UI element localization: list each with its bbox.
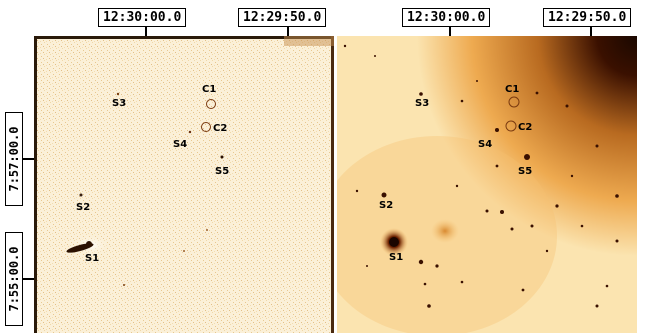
label-s2: S2 [76,202,90,213]
ra-label-right-1: 12:30:00.0 [402,8,491,27]
left-image: C1 C2 S3 S4 S5 S2 S1 [34,36,334,333]
right-image: C1 C2 S3 S4 S5 S2 S1 [337,36,637,333]
s2-source [381,192,387,198]
ra-tick [287,27,289,37]
ra-tick [590,27,592,37]
label-c2: C2 [213,123,227,134]
s4-source [495,128,499,132]
label-s4: S4 [173,139,187,150]
ra-tick [449,27,451,37]
label-s3: S3 [112,98,126,109]
dec-tick [22,278,34,280]
s5-source [220,155,224,159]
label-s4: S4 [478,139,492,150]
label-c1: C1 [202,84,216,95]
s4-source [188,130,192,134]
s3-source [116,92,120,96]
ra-label-left-1: 12:30:00.0 [98,8,187,27]
label-c2: C2 [518,122,532,133]
dec-label-1: 7:57:00.0 [5,112,23,206]
ra-label-right-2: 12:29:50.0 [543,8,632,27]
dec-label-2: 7:55:00.0 [5,232,23,326]
s5-source [524,154,530,160]
ra-tick [145,27,147,37]
diffuse-blob [431,219,459,243]
c1-marker [206,99,216,109]
label-s5: S5 [215,166,229,177]
left-image-panel: C1 C2 S3 S4 S5 S2 S1 [34,36,334,333]
label-s2: S2 [379,200,393,211]
label-s3: S3 [415,98,429,109]
s2-source [79,193,83,197]
ra-label-left-2: 12:29:50.0 [238,8,327,27]
c2-marker [201,122,211,132]
right-image-panel: C1 C2 S3 S4 S5 S2 S1 [337,36,637,333]
label-s1: S1 [389,252,403,263]
dec-tick [22,158,34,160]
label-s5: S5 [518,166,532,177]
label-s1: S1 [85,253,99,264]
s3-source [419,92,423,96]
label-c1: C1 [505,84,519,95]
c2-marker [505,120,517,132]
c1-marker [508,96,520,108]
